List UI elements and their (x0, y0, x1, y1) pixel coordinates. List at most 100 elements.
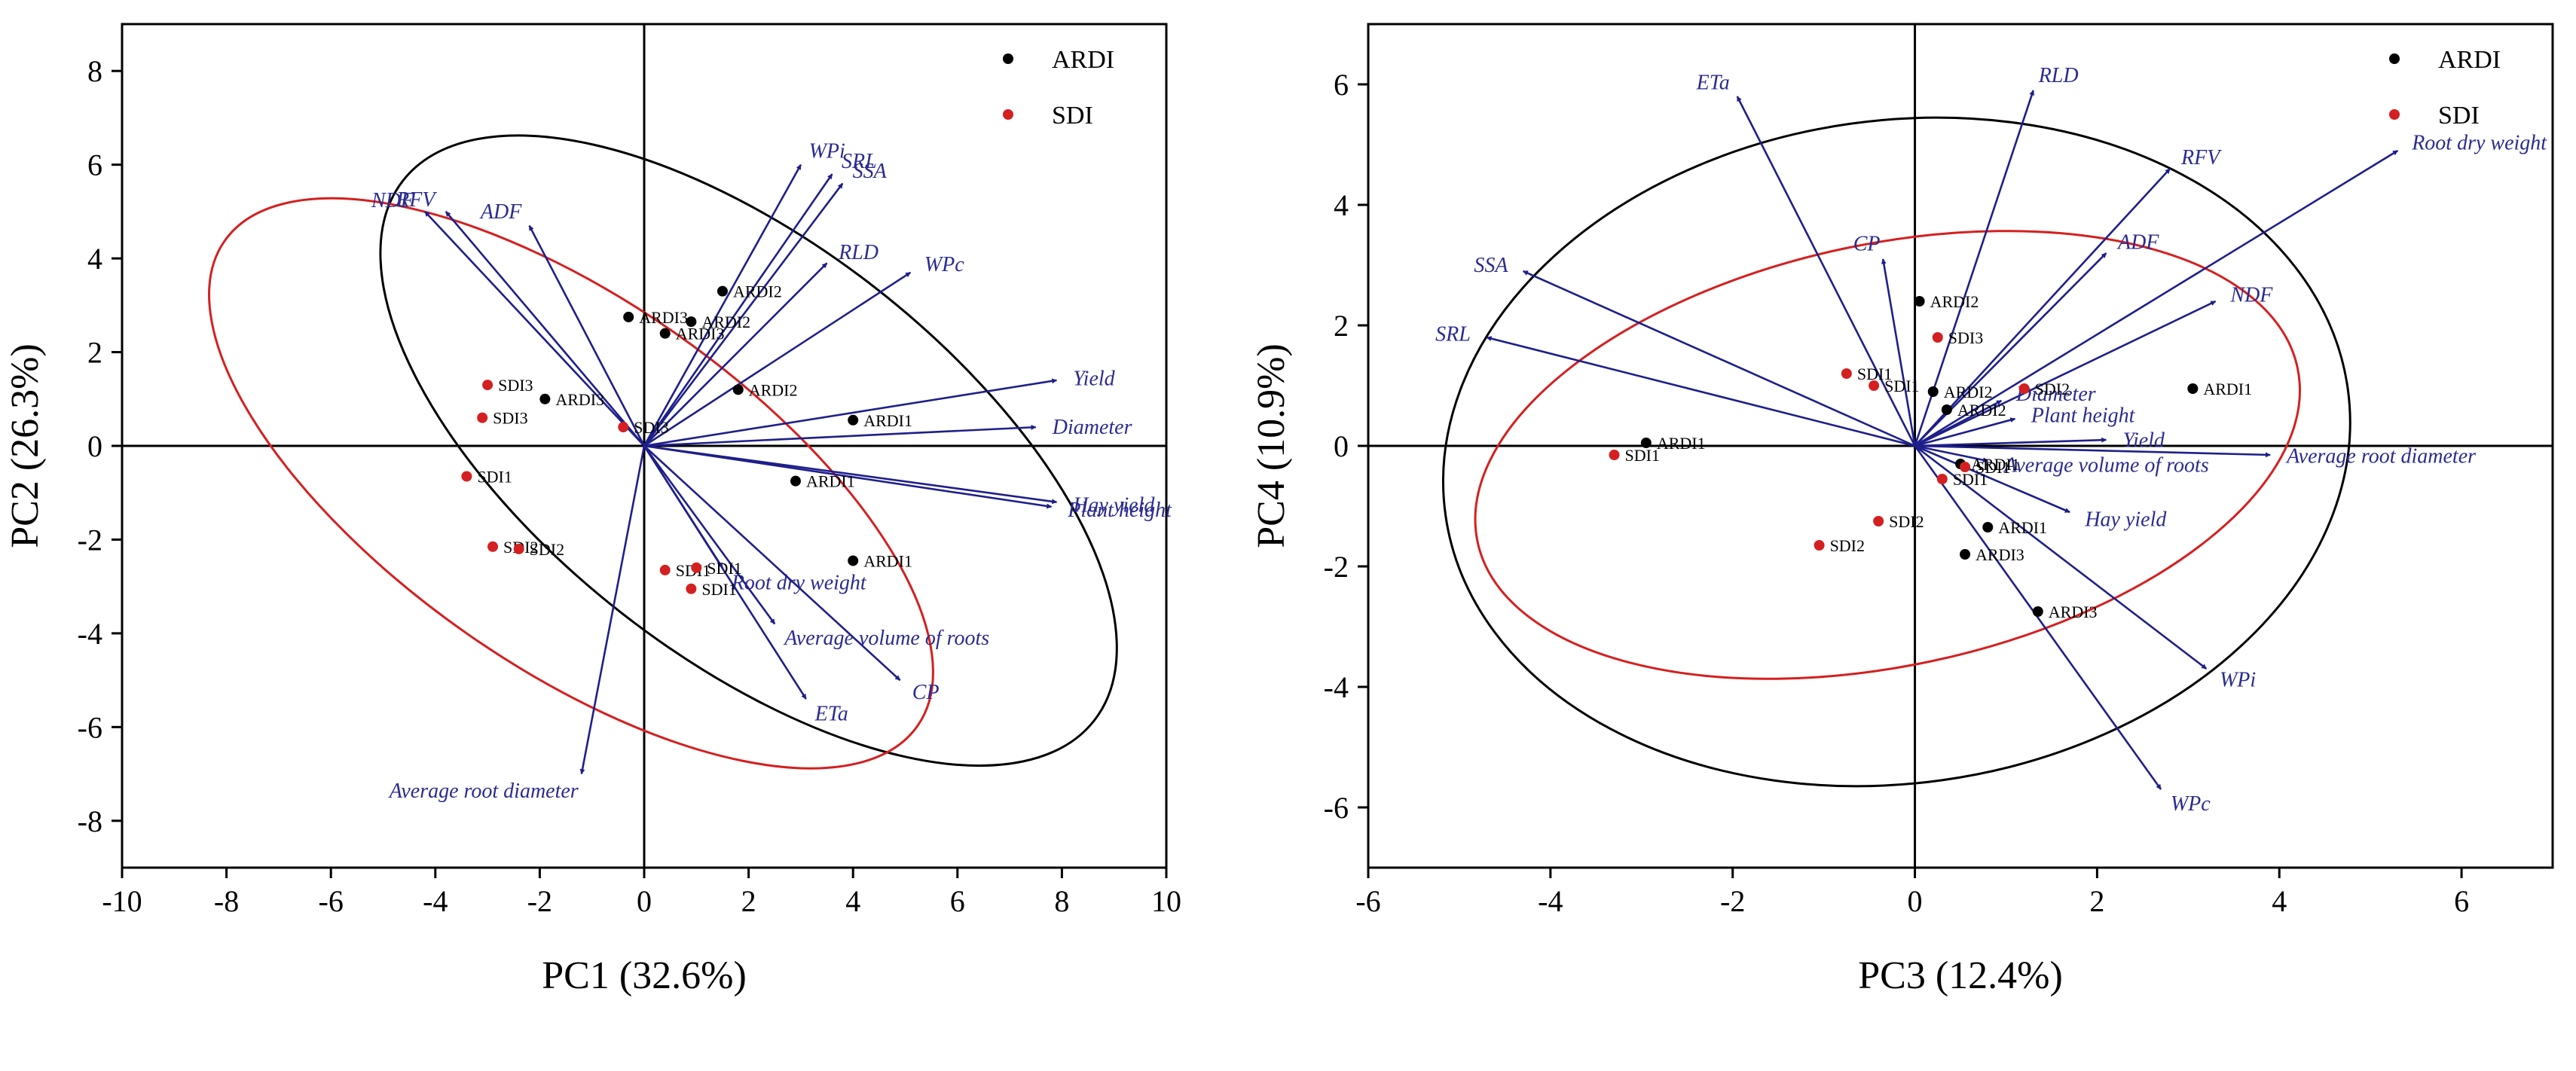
p1-point-sdi (691, 562, 702, 573)
p1-point-sdi (659, 564, 671, 575)
p1-x-tick-label: -10 (102, 884, 142, 918)
p1-y-tick-label: -6 (78, 710, 102, 744)
p2-vector-wpc (1914, 445, 2162, 790)
p1-x-tick-label: -4 (423, 884, 448, 918)
p2-point-label: ARDI3 (1976, 545, 2024, 564)
p1-point-label: ARDI1 (863, 551, 912, 570)
p2-point-label: SDI1 (1976, 458, 2010, 477)
p2-point-sdi (2018, 383, 2030, 394)
p1-y-tick-label: -4 (78, 617, 102, 651)
p1-vector-label-average-volume-of-roots: Average volume of roots (783, 627, 989, 650)
p2-legend-label-ardi: ARDI (2438, 46, 2501, 74)
p1-x-tick-label: 10 (1151, 884, 1181, 918)
p1-legend-marker-ardi (1003, 53, 1013, 64)
p2-vector-average-root-diameter (1914, 444, 2271, 458)
p1-vector-eta (643, 445, 807, 700)
p1-vector-rld (643, 262, 828, 447)
p1-point-label: ARDI3 (639, 308, 688, 327)
p2-x-tick-label: 6 (2454, 884, 2469, 918)
p2-point-sdi (1869, 380, 1880, 391)
p2-vector-label-wpi: WPi (2220, 668, 2256, 691)
p1-vector-plant-height (643, 444, 1053, 509)
p2-vector-label-srl: SRL (1435, 323, 1471, 346)
p2-y-tick-label: -2 (1324, 550, 1349, 584)
p1-y-axis-title: PC2 (26.3%) (4, 343, 47, 548)
p1-y-tick-label: 6 (87, 148, 102, 182)
p1-x-axis-title: PC1 (32.6%) (542, 954, 747, 997)
p2-x-tick-label: 2 (2089, 884, 2104, 918)
p2-point-sdi (1960, 462, 1971, 472)
p2-legend-label-sdi: SDI (2438, 102, 2480, 130)
p2-point-label: SDI2 (2035, 380, 2070, 398)
p2-x-axis-title: PC3 (12.4%) (1858, 954, 2063, 997)
p1-vector-wpi (643, 164, 802, 447)
p1-legend-label-sdi: SDI (1052, 102, 1093, 130)
p1-vector-diameter (643, 424, 1037, 447)
p2-y-tick-label: 2 (1334, 309, 1349, 343)
p2-point-ardi (1941, 404, 1952, 415)
p1-point-label: ARDI2 (701, 313, 750, 331)
p1-vector-rfv (445, 211, 645, 447)
p1-point-sdi (477, 412, 488, 423)
p2-vector-label-yield: Yield (2122, 429, 2165, 452)
p2-point-sdi (1936, 474, 1948, 484)
p2-x-tick-label: 4 (2272, 884, 2287, 918)
p1-vector-average-root-diameter (579, 445, 646, 775)
p1-vector-average-volume-of-roots (643, 445, 776, 625)
p2-point-label: SDI1 (1884, 377, 1919, 395)
p2-vector-cp (1881, 258, 1916, 447)
p2-point-label: ARDI2 (1944, 383, 1993, 401)
p2-x-tick-label: -4 (1538, 884, 1563, 918)
p1-vector-label-ndf: NDF (371, 189, 414, 212)
p1-point-ardi (623, 311, 634, 322)
p1-point-label: ARDI1 (806, 472, 855, 491)
p1-vector-label-yield: Yield (1073, 367, 1115, 390)
p1-point-label: SDI1 (707, 559, 741, 578)
p1-vector-ndf (423, 211, 645, 447)
p2-point-sdi (1932, 332, 1943, 343)
p2-point-label: SDI2 (1889, 512, 1924, 531)
p2-vector-eta (1736, 96, 1916, 447)
biplot-panel-pc3-pc4: -6 -4 -2 0 2 4 6 -6 -4 -2 0 2 4 6 PC3 (12.4%) PC4 (10.9… (1250, 23, 2554, 997)
p1-point-label: SDI3 (498, 376, 533, 395)
p1-point-ardi (659, 328, 671, 339)
p2-point-label: ARDI1 (1971, 455, 2020, 474)
p2-vector-ssa (1522, 270, 1916, 447)
p2-y-tick-label: 4 (1334, 188, 1349, 222)
p1-vector-label-srl: SRL (842, 150, 877, 173)
p2-point-ardi (1914, 296, 1925, 307)
p1-y-tick-label: -8 (78, 804, 102, 838)
p1-legend-label-ardi: ARDI (1052, 46, 1114, 74)
p2-point-ardi (1927, 386, 1939, 397)
p1-point-ardi (717, 285, 728, 297)
p2-vector-wpi (1914, 444, 2208, 670)
p2-vector-average-volume-of-roots (1914, 444, 1988, 463)
p2-vector-label-average-volume-of-roots: Average volume of roots (2003, 453, 2209, 477)
p2-point-label: SDI1 (1624, 446, 1659, 465)
p1-vector-ssa (643, 182, 844, 447)
p2-ellipse-sdi (1474, 230, 2301, 680)
p1-point-ardi (848, 414, 859, 426)
p1-vector-label-wpi: WPi (809, 139, 845, 163)
p2-point-ardi (1960, 549, 1971, 560)
p1-x-tick-label: 8 (1054, 884, 1069, 918)
p1-x-tick-label: -2 (527, 884, 552, 918)
p1-vector-label-diameter: Diameter (1052, 416, 1132, 439)
p2-y-axis-title: PC4 (10.9%) (1250, 343, 1293, 548)
p1-vector-label-rfv: RFV (396, 188, 437, 212)
p2-x-tick-label: 0 (1908, 884, 1923, 918)
p1-point-label: SDI3 (493, 409, 527, 428)
p1-ellipse-sdi (208, 197, 934, 770)
p1-legend-marker-sdi (1003, 109, 1013, 120)
p1-point-sdi (618, 422, 629, 433)
p1-point-label: ARDI2 (749, 380, 798, 399)
p2-y-tick-label: 6 (1334, 68, 1349, 102)
p2-point-label: ARDI1 (1657, 434, 1706, 453)
p2-point-ardi (2187, 383, 2199, 394)
p1-x-tick-label: 6 (950, 884, 965, 918)
p2-y-tick-label: -4 (1324, 670, 1349, 704)
p2-vector-label-rfv: RFV (2180, 146, 2222, 169)
p2-vector-label-average-root-diameter: Average root diameter (2285, 445, 2476, 468)
p2-vector-label-root-dry-weight: Root dry weight (2411, 132, 2547, 155)
